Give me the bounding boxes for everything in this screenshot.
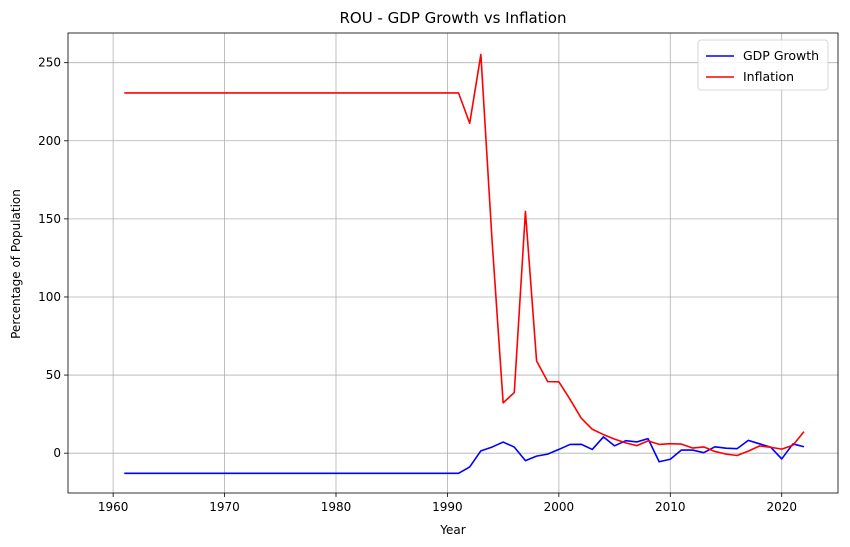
x-tick-label: 1970 xyxy=(209,500,240,514)
gdp-legend-label: GDP Growth xyxy=(743,48,819,63)
y-tick-label: 50 xyxy=(46,368,61,382)
x-tick-label: 2020 xyxy=(766,500,797,514)
x-tick-label: 1990 xyxy=(432,500,463,514)
x-tick-label: 1960 xyxy=(98,500,129,514)
x-tick-label: 1980 xyxy=(321,500,352,514)
y-tick-label: 150 xyxy=(38,212,61,226)
x-axis-label: Year xyxy=(439,523,465,537)
y-tick-label: 100 xyxy=(38,290,61,304)
legend: GDP Growth Inflation xyxy=(697,39,829,91)
gdp-line xyxy=(124,436,805,475)
inflation-line xyxy=(124,53,805,457)
inflation-legend-label: Inflation xyxy=(743,69,794,84)
y-tick-label: 200 xyxy=(38,134,61,148)
series-lines xyxy=(124,53,805,475)
x-tick-label: 2010 xyxy=(655,500,686,514)
chart-title: ROU - GDP Growth vs Inflation xyxy=(340,9,567,27)
x-tick-label: 2000 xyxy=(544,500,575,514)
y-tick-label: 250 xyxy=(38,56,61,70)
axis-ticks: 1960 1970 1980 1990 2000 2010 2020 0 50 100 150 200… xyxy=(38,56,797,514)
y-axis-label: Percentage of Population xyxy=(9,189,23,339)
y-tick-label: 0 xyxy=(53,446,61,460)
plot-frame xyxy=(67,32,839,494)
grid xyxy=(68,33,838,493)
